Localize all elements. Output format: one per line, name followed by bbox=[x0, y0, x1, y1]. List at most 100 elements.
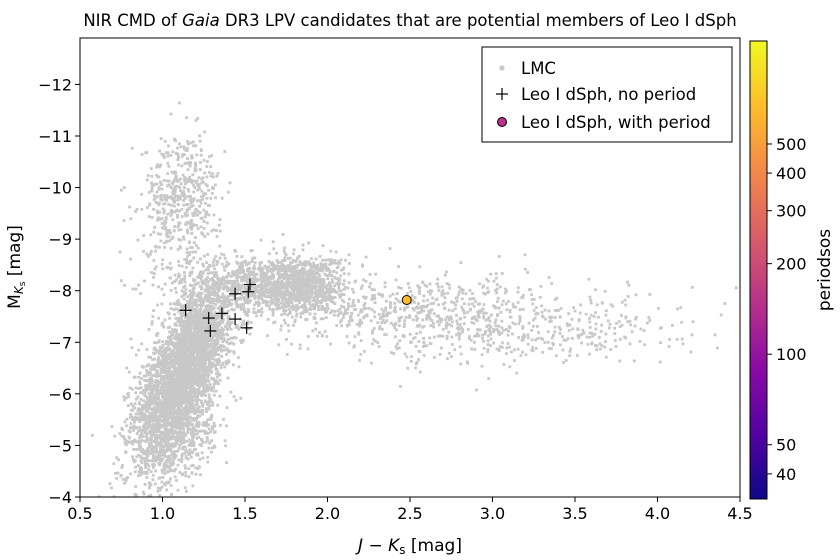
lmc-point bbox=[194, 165, 197, 168]
lmc-point bbox=[154, 398, 158, 402]
lmc-point bbox=[190, 154, 194, 157]
lmc-point bbox=[177, 375, 180, 379]
lmc-point bbox=[158, 401, 162, 405]
lmc-point bbox=[222, 253, 226, 257]
lmc-point bbox=[198, 352, 202, 356]
lmc-point bbox=[172, 308, 176, 311]
lmc-point bbox=[157, 374, 161, 378]
lmc-point bbox=[145, 426, 149, 430]
lmc-point bbox=[160, 385, 163, 389]
lmc-point bbox=[176, 345, 179, 349]
lmc-point bbox=[202, 423, 206, 427]
lmc-point bbox=[202, 315, 205, 319]
lmc-point bbox=[118, 432, 122, 435]
lmc-point bbox=[210, 293, 214, 297]
lmc-point bbox=[159, 196, 163, 200]
lmc-point bbox=[159, 183, 163, 187]
lmc-point bbox=[173, 412, 177, 416]
lmc-point bbox=[188, 316, 191, 320]
lmc-point bbox=[205, 366, 209, 369]
lmc-point bbox=[166, 161, 170, 165]
lmc-point bbox=[193, 395, 197, 399]
lmc-point bbox=[184, 352, 187, 356]
lmc-point bbox=[232, 342, 236, 346]
lmc-point bbox=[140, 410, 144, 413]
lmc-point bbox=[182, 278, 186, 282]
lmc-point bbox=[154, 384, 158, 388]
lmc-point bbox=[216, 375, 219, 379]
lmc-point bbox=[218, 218, 222, 221]
lmc-point bbox=[145, 456, 149, 460]
lmc-point bbox=[151, 315, 155, 318]
lmc-point bbox=[203, 429, 207, 433]
lmc-point bbox=[164, 449, 168, 453]
lmc-point bbox=[200, 391, 204, 395]
lmc-point bbox=[189, 401, 192, 404]
lmc-point bbox=[213, 294, 217, 297]
lmc-point bbox=[177, 272, 181, 276]
lmc-point bbox=[138, 411, 142, 414]
lmc-point bbox=[213, 284, 217, 288]
lmc-point bbox=[122, 219, 126, 222]
lmc-point bbox=[194, 303, 198, 307]
lmc-point bbox=[161, 343, 165, 347]
lmc-point bbox=[209, 386, 213, 389]
lmc-point bbox=[192, 355, 196, 359]
lmc-point bbox=[172, 199, 175, 203]
lmc-point bbox=[155, 365, 159, 368]
lmc-point bbox=[188, 448, 192, 452]
lmc-point bbox=[151, 463, 154, 466]
lmc-point bbox=[129, 422, 133, 425]
lmc-point bbox=[139, 459, 143, 463]
lmc-point bbox=[198, 316, 202, 320]
lmc-point bbox=[163, 379, 166, 382]
lmc-point bbox=[182, 311, 185, 315]
lmc-point bbox=[211, 187, 214, 190]
lmc-point bbox=[192, 417, 196, 420]
lmc-point bbox=[200, 231, 204, 235]
lmc-point bbox=[197, 281, 200, 285]
lmc-point bbox=[192, 144, 195, 148]
lmc-point bbox=[252, 264, 256, 268]
lmc-point bbox=[132, 448, 136, 451]
lmc-point bbox=[193, 211, 197, 214]
lmc-point bbox=[151, 395, 155, 399]
lmc-point bbox=[150, 390, 154, 394]
lmc-point bbox=[159, 367, 163, 371]
lmc-point bbox=[154, 265, 158, 269]
lmc-point bbox=[339, 274, 343, 278]
lmc-point bbox=[140, 461, 144, 464]
lmc-point bbox=[201, 409, 205, 412]
lmc-point bbox=[200, 301, 203, 304]
lmc-point bbox=[165, 446, 169, 450]
lmc-point bbox=[193, 214, 196, 217]
lmc-point bbox=[208, 404, 212, 407]
lmc-point bbox=[173, 351, 176, 355]
lmc-point bbox=[188, 391, 191, 395]
lmc-point bbox=[191, 246, 194, 249]
lmc-point bbox=[192, 197, 196, 201]
lmc-point bbox=[125, 366, 129, 370]
lmc-point bbox=[183, 284, 187, 288]
lmc-point bbox=[168, 385, 172, 388]
lmc-point bbox=[173, 190, 177, 193]
lmc-point bbox=[176, 449, 179, 453]
lmc-point bbox=[246, 322, 250, 325]
lmc-point bbox=[207, 188, 210, 192]
lmc-point bbox=[161, 445, 164, 448]
lmc-point bbox=[204, 361, 207, 365]
lmc-point bbox=[194, 472, 198, 476]
lmc-point bbox=[219, 423, 222, 427]
lmc-point bbox=[204, 183, 208, 186]
lmc-point bbox=[182, 412, 186, 416]
lmc-point bbox=[199, 429, 202, 433]
lmc-point bbox=[176, 488, 180, 492]
lmc-point bbox=[227, 338, 230, 341]
lmc-point bbox=[247, 310, 251, 313]
lmc-point bbox=[174, 341, 178, 345]
lmc-point bbox=[200, 177, 203, 181]
lmc-point bbox=[164, 442, 168, 445]
lmc-point bbox=[236, 303, 240, 307]
lmc-point bbox=[158, 381, 162, 385]
lmc-point bbox=[208, 339, 211, 342]
